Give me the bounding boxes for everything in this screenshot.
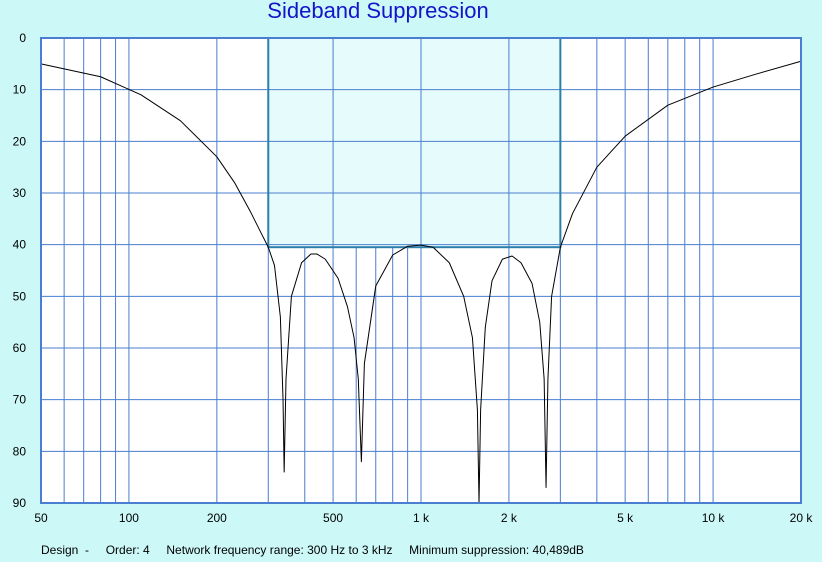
x-tick-label: 100 [119,511,139,525]
plot-border [40,37,802,504]
x-tick-label: 10 k [702,511,726,525]
x-tick-label: 5 k [617,511,634,525]
chart-title: Sideband Suppression [267,0,488,23]
footer-design: Design - [41,543,90,557]
y-tick-label: 10 [13,83,27,97]
x-tick-label: 50 [34,511,48,525]
status-footer: Design - Order: 4 Network frequency rang… [41,543,584,557]
y-tick-labels: 0 10 20 30 40 50 60 70 80 90 [13,31,27,510]
x-tick-label: 2 k [501,511,518,525]
y-tick-label: 20 [13,134,27,148]
y-tick-label: 40 [13,238,27,252]
series-line [40,60,802,504]
footer-range: Network frequency range: 300 Hz to 3 kHz [166,543,393,557]
passband-fill [268,38,561,248]
y-tick-label: 60 [13,341,27,355]
footer-suppression: Minimum suppression: 40,489dB [409,543,584,557]
y-tick-label: 30 [13,186,27,200]
y-tick-label: 0 [19,31,26,45]
x-tick-labels: 50 100 200 500 1 k 2 k 5 k 10 k 20 k [34,511,813,525]
y-tick-label: 50 [13,289,27,303]
y-tick-label: 90 [13,496,27,510]
y-tick-label: 70 [13,393,27,407]
footer-order: Order: 4 [105,543,150,557]
passband-region [268,38,561,248]
y-tick-label: 80 [13,444,27,458]
x-tick-label: 1 k [413,511,430,525]
x-tick-label: 20 k [790,511,814,525]
x-tick-label: 200 [207,511,227,525]
x-tick-label: 500 [323,511,343,525]
